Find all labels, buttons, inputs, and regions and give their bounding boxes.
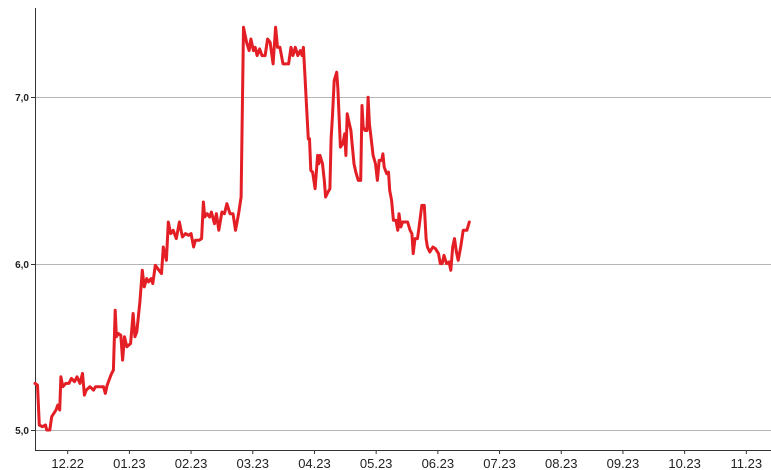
- axes: [31, 8, 771, 454]
- series-line-0: [33, 25, 471, 432]
- x-tick-label-3: 03.23: [237, 456, 270, 470]
- x-tick-label-2: 02.23: [175, 456, 208, 470]
- x-tick-label-0: 12.22: [51, 456, 84, 470]
- x-tick-labels: 12.22 01.23 02.23 03.23 04.23 05.23 06.23 07.23…: [51, 456, 762, 470]
- y-tick-label-2: 7,0: [15, 93, 29, 104]
- y-tick-label-0: 5,0: [15, 426, 29, 437]
- x-tick-label-7: 07.23: [483, 456, 516, 470]
- y-tick-labels: 5,0 6,0 7,0: [15, 93, 29, 437]
- x-tick-label-8: 08.23: [545, 456, 578, 470]
- series-group: [33, 25, 471, 432]
- x-tick-label-6: 06.23: [422, 456, 455, 470]
- x-tick-label-5: 05.23: [360, 456, 393, 470]
- x-tick-label-10: 10.23: [668, 456, 701, 470]
- gridlines: [35, 97, 771, 431]
- x-tick-label-11: 11.23: [731, 456, 763, 470]
- y-tick-label-1: 6,0: [15, 260, 29, 271]
- x-tick-label-9: 09.23: [607, 456, 640, 470]
- x-tick-label-4: 04.23: [298, 456, 331, 470]
- x-tick-label-1: 01.23: [113, 456, 146, 470]
